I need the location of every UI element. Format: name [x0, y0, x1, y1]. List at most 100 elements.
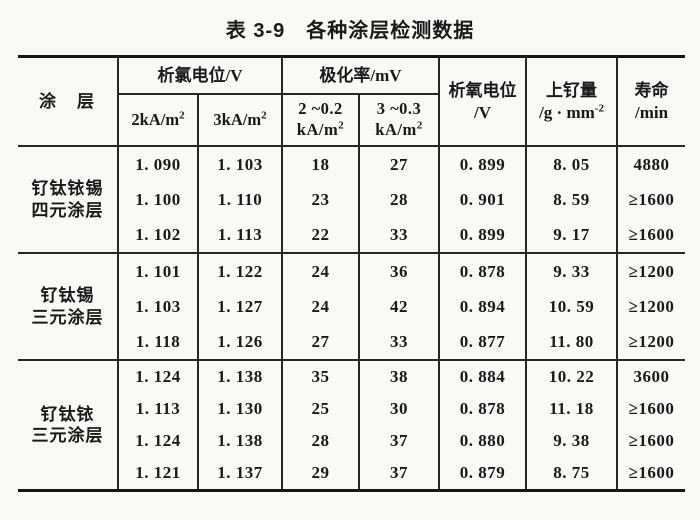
table-row: 钌钛铱锡 四元涂层 1. 090 1. 103 18 27 0. 899 8. 0…: [18, 145, 686, 253]
data-cell: 8. 59: [525, 182, 619, 217]
data-cell: 1. 122: [197, 252, 283, 289]
data-cell: 42: [357, 289, 441, 324]
data-cell: 1. 124: [118, 425, 199, 457]
ru-unit-exponent: -2: [594, 101, 604, 114]
data-cell: 0. 878: [438, 393, 528, 425]
header-lifetime-line1: 寿命: [634, 81, 669, 101]
data-cell: 11. 80: [525, 324, 619, 360]
table-row: 1. 103 1. 127 24 42 0. 894 10. 59 ≥1200: [18, 289, 686, 324]
data-cell: 0. 884: [438, 359, 528, 393]
header-polarization-rate: 极化率/mV: [280, 56, 441, 95]
data-cell: 1. 121: [118, 457, 199, 491]
data-cell: 28: [357, 182, 441, 217]
header-ru-line1: 上钌量: [546, 81, 598, 101]
data-cell: 8. 75: [525, 457, 619, 491]
table-row: 1. 100 1. 110 23 28 0. 901 8. 59 ≥1600: [18, 182, 686, 217]
data-cell: 1. 124: [117, 359, 199, 393]
data-cell: 18: [281, 145, 360, 182]
data-cell: 0. 901: [438, 182, 528, 217]
data-cell: 38: [357, 359, 441, 393]
data-cell: ≥1600: [616, 425, 686, 457]
data-cell: 37: [357, 457, 441, 491]
data-cell: 1. 113: [197, 217, 283, 253]
data-cell: 37: [357, 425, 441, 457]
header-oxygen-line1: 析氧电位: [448, 81, 517, 101]
data-cell: 1. 138: [197, 359, 283, 393]
data-cell: 1. 137: [197, 457, 283, 491]
header-oxygen-line2: /V: [474, 102, 492, 122]
data-cell: 30: [357, 393, 441, 425]
data-cell: 27: [281, 324, 360, 360]
data-cell: ≥1600: [616, 217, 686, 253]
data-cell: 1. 127: [197, 289, 283, 324]
data-cell: 0. 899: [438, 217, 528, 253]
table-row: 1. 121 1. 137 29 37 0. 879 8. 75 ≥1600: [18, 457, 686, 491]
data-cell: 1. 110: [197, 182, 283, 217]
header-oxygen-potential: 析氧电位 /V: [438, 56, 528, 147]
data-cell: 1. 102: [118, 217, 199, 253]
data-cell: ≥1600: [616, 182, 686, 217]
data-cell: 1. 138: [197, 425, 283, 457]
data-cell: 8. 05: [525, 145, 619, 182]
header-coating: 涂 层: [18, 56, 119, 147]
data-cell: 10. 59: [525, 289, 619, 324]
data-cell: 36: [357, 252, 441, 289]
data-cell: 9. 38: [525, 425, 619, 457]
coating-data-table: 涂 层 析氯电位/V 极化率/mV 析氧电位 /V 上钌量 /g · mm-2 …: [18, 55, 686, 492]
table-row: 钌钛铱 三元涂层 1. 124 1. 138 35 38 0. 884 10. 2…: [18, 359, 686, 491]
data-cell: ≥1600: [616, 393, 686, 425]
data-cell: 28: [281, 425, 360, 457]
data-cell: ≥1200: [616, 324, 686, 360]
data-cell: ≥1600: [616, 457, 686, 491]
data-cell: 23: [281, 182, 360, 217]
table-row: 钌钛锡 三元涂层 1. 101 1. 122 24 36 0. 878 9. 33…: [18, 252, 686, 360]
coating-label-ternary-sn: 钌钛锡 三元涂层: [18, 252, 119, 360]
data-cell: 1. 103: [197, 145, 283, 182]
data-cell: 1. 090: [117, 145, 199, 182]
data-cell: 1. 103: [118, 289, 199, 324]
current-3ka-exponent: 2: [261, 109, 267, 122]
data-cell: 29: [281, 457, 360, 491]
data-cell: 0. 877: [438, 324, 528, 360]
data-cell: 0. 880: [438, 425, 528, 457]
header-range-2-02: 2 ~0.2 kA/m2: [281, 94, 360, 147]
data-cell: 24: [281, 289, 360, 324]
table-row: 1. 113 1. 130 25 30 0. 878 11. 18 ≥1600: [18, 393, 686, 425]
table-row: 1. 124 1. 138 28 37 0. 880 9. 38 ≥1600: [18, 425, 686, 457]
coating-label-quaternary: 钌钛铱锡 四元涂层: [18, 145, 119, 253]
header-lifetime-line2: /min: [634, 102, 669, 122]
data-cell: 9. 33: [525, 252, 619, 289]
data-cell: 9. 17: [525, 217, 619, 253]
current-2ka-exponent: 2: [179, 109, 185, 122]
data-cell: 0. 878: [438, 252, 528, 289]
data-cell: 1. 113: [118, 393, 199, 425]
data-cell: 10. 22: [525, 359, 619, 393]
table-row: 1. 102 1. 113 22 33 0. 899 9. 17 ≥1600: [18, 217, 686, 253]
header-ru-unit: /g · mm-2: [539, 101, 604, 122]
coating-label-ternary-ir: 钌钛铱 三元涂层: [18, 359, 119, 491]
data-cell: 1. 126: [197, 324, 283, 360]
header-chlorine-potential: 析氯电位/V: [117, 56, 283, 95]
data-cell: 25: [281, 393, 360, 425]
header-lifetime: 寿命 /min: [616, 56, 686, 147]
data-cell: 0. 894: [438, 289, 528, 324]
data-cell: ≥1200: [616, 252, 686, 289]
data-cell: 33: [357, 324, 441, 360]
data-cell: 22: [281, 217, 360, 253]
data-cell: 3600: [616, 359, 686, 393]
data-cell: 33: [357, 217, 441, 253]
header-current-2ka: 2kA/m2: [118, 94, 199, 147]
header-current-3ka: 3kA/m2: [197, 94, 283, 147]
data-cell: 0. 879: [438, 457, 528, 491]
data-cell: 1. 101: [117, 252, 199, 289]
table-row: 1. 118 1. 126 27 33 0. 877 11. 80 ≥1200: [18, 324, 686, 360]
header-range-3-03: 3 ~0.3 kA/m2: [357, 94, 440, 147]
data-cell: 1. 130: [197, 393, 283, 425]
data-cell: 24: [281, 252, 360, 289]
data-cell: 35: [281, 359, 360, 393]
data-cell: 0. 899: [438, 145, 528, 182]
data-cell: 11. 18: [525, 393, 619, 425]
data-cell: 27: [357, 145, 441, 182]
table-title: 表 3-9 各种涂层检测数据: [225, 20, 475, 42]
